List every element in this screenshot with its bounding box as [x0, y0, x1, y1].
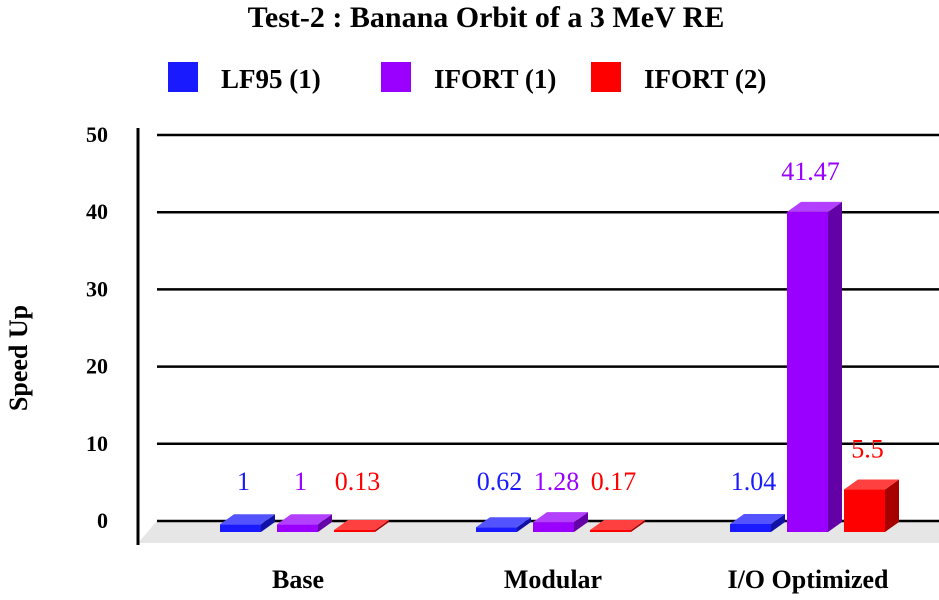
data-label: 0.17	[591, 467, 637, 496]
data-label: 1.28	[534, 467, 580, 496]
y-tick-label: 30	[86, 276, 108, 301]
bar	[533, 512, 588, 532]
bar	[590, 520, 645, 532]
chart-title: Test-2 : Banana Orbit of a 3 MeV RE	[248, 1, 725, 34]
bar	[277, 514, 332, 532]
bar	[844, 479, 899, 532]
data-label: 1	[294, 467, 307, 496]
legend-swatch	[168, 62, 198, 92]
bar	[787, 201, 842, 532]
y-ticks: 0 10 20 30 40 50	[86, 122, 108, 533]
legend-label: IFORT (1)	[434, 64, 556, 94]
data-label: 1.04	[731, 467, 777, 496]
y-tick-label: 40	[86, 199, 108, 224]
category-label: Modular	[504, 565, 602, 594]
bars	[220, 201, 899, 532]
bar	[220, 514, 275, 532]
legend-swatch	[591, 62, 621, 92]
y-tick-label: 0	[97, 508, 108, 533]
data-labels: 1 1 0.13 0.62 1.28 0.17 1.04 41.47 5.5	[237, 157, 884, 496]
y-tick-label: 10	[86, 431, 108, 456]
data-label: 0.62	[477, 467, 523, 496]
category-label: Base	[272, 565, 324, 594]
bar	[476, 517, 531, 532]
category-label: I/O Optimized	[727, 565, 889, 594]
legend-swatch	[381, 62, 411, 92]
y-tick-label: 20	[86, 354, 108, 379]
legend-label: LF95 (1)	[221, 64, 321, 94]
y-axis-title: Speed Up	[4, 305, 33, 411]
legend: LF95 (1) IFORT (1) IFORT (2)	[168, 62, 766, 94]
data-label: 1	[237, 467, 250, 496]
category-labels: Base Modular I/O Optimized	[272, 565, 889, 594]
data-label: 41.47	[781, 157, 840, 186]
data-label: 5.5	[851, 435, 884, 464]
y-tick-label: 50	[86, 122, 108, 147]
legend-label: IFORT (2)	[644, 64, 766, 94]
bar	[730, 513, 785, 532]
bar	[334, 520, 389, 532]
data-label: 0.13	[335, 467, 381, 496]
